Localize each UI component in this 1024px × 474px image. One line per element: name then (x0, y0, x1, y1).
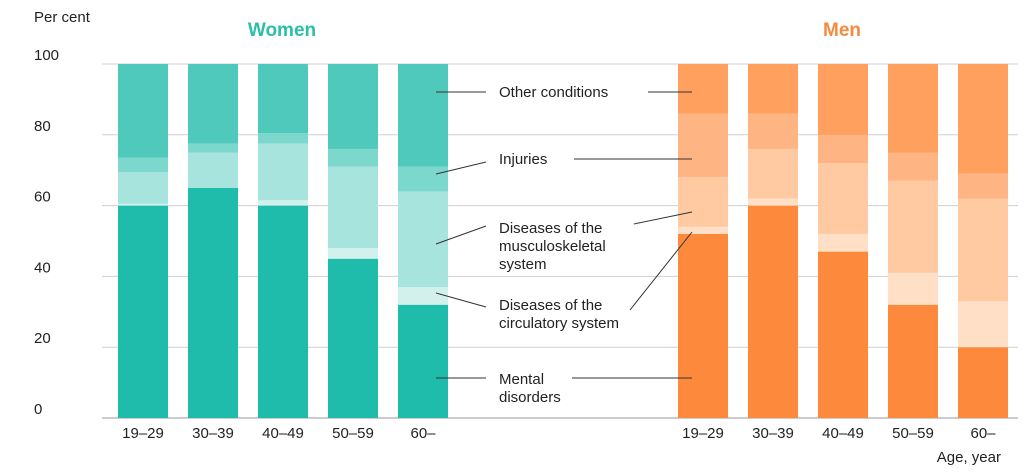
bar-segment (678, 226, 728, 234)
bar-segment (818, 64, 868, 135)
bar-segment (258, 200, 308, 206)
bar-segment (188, 64, 238, 144)
bar-segment (818, 251, 868, 418)
y-tick-labels: 0 20 40 60 80 100 (34, 47, 59, 418)
x-tick-label: 50–59 (332, 425, 374, 442)
x-tick-label: 50–59 (892, 425, 934, 442)
y-tick-label: 80 (34, 118, 51, 135)
leader-line (435, 161, 487, 175)
x-tick-label: 30–39 (752, 425, 794, 442)
x-axis-label: Age, year (937, 449, 1001, 466)
annotation-line: system (499, 256, 547, 273)
panel-title-men: Men (823, 20, 861, 41)
bar-segment (958, 64, 1008, 174)
bar-segment (118, 171, 168, 204)
bar-segment (748, 64, 798, 114)
annotation-line: circulatory system (499, 315, 619, 332)
y-tick-label: 60 (34, 189, 51, 206)
leader-line (633, 211, 693, 225)
bar-segment (258, 64, 308, 134)
bar-segment (258, 205, 308, 418)
bar-segment (118, 203, 168, 206)
bar-segment (748, 198, 798, 206)
bar-segment (678, 177, 728, 227)
annotation-label: Diseases of the musculoskeletal system (499, 220, 606, 273)
leader-line (435, 225, 487, 245)
x-tick-label: 19–29 (682, 425, 724, 442)
bar-segment (888, 180, 938, 273)
bar-segment (678, 64, 728, 114)
bar-segment (818, 163, 868, 234)
annotation-label: Diseases of the circulatory system (499, 297, 619, 332)
annotation-line: Other conditions (499, 84, 608, 101)
bar-segment (398, 191, 448, 288)
leader-line (629, 231, 693, 311)
bar-segment (328, 64, 378, 149)
x-tick-label: 60– (970, 425, 996, 442)
leader-line (435, 292, 487, 308)
x-tick-label: 19–29 (122, 425, 164, 442)
bar-segment (888, 152, 938, 181)
bar-segment (188, 152, 238, 188)
bar-segment (748, 205, 798, 418)
bar-segment (678, 113, 728, 178)
bar-segment (328, 166, 378, 249)
bar-segment (818, 233, 868, 252)
bar-segment (398, 64, 448, 167)
annotation-line: disorders (499, 389, 561, 406)
bar-segment (118, 157, 168, 172)
x-tick-label: 40–49 (262, 425, 304, 442)
annotation-line: Diseases of the (499, 297, 602, 314)
bar-segment (958, 173, 1008, 199)
y-tick-label: 100 (34, 47, 59, 64)
panel-title-women: Women (248, 20, 316, 41)
bar-segment (888, 64, 938, 153)
annotation-line: Injuries (499, 151, 547, 168)
bar-segment (748, 113, 798, 149)
y-tick-label: 20 (34, 330, 51, 347)
bars (118, 64, 1008, 418)
bar-segment (118, 64, 168, 158)
y-tick-label: 40 (34, 259, 51, 276)
annotation-line: musculoskeletal (499, 238, 606, 255)
bar-segment (398, 304, 448, 418)
annotation-line: Diseases of the (499, 220, 602, 237)
bar-segment (888, 304, 938, 418)
y-axis-label: Per cent (34, 9, 91, 26)
bar-segment (888, 272, 938, 305)
x-tick-label: 40–49 (822, 425, 864, 442)
bar-segment (958, 301, 1008, 348)
bar-segment (258, 133, 308, 144)
bar-segment (398, 287, 448, 305)
bar-segment (958, 198, 1008, 302)
x-tick-label: 30–39 (192, 425, 234, 442)
bar-segment (328, 248, 378, 259)
bar-segment (258, 143, 308, 201)
bar-segment (398, 166, 448, 192)
bar-segment (188, 143, 238, 153)
x-tick-label: 60– (410, 425, 436, 442)
y-tick-label: 0 (34, 401, 42, 418)
annotation-label: Mental disorders (499, 371, 561, 406)
annotation-label: Injuries (499, 151, 547, 168)
annotation-line: Mental (499, 371, 544, 388)
bar-segment (818, 134, 868, 164)
bar-segment (188, 187, 238, 418)
bar-segment (328, 258, 378, 418)
bar-segment (748, 148, 798, 199)
bar-segment (958, 347, 1008, 418)
bar-segment (118, 205, 168, 418)
x-tick-labels: 19–29 30–39 40–49 50–59 60– 19–29 30–39 40–49 50… (122, 425, 996, 442)
bar-segment (678, 233, 728, 418)
annotation-label: Other conditions (499, 84, 608, 101)
bar-segment (328, 148, 378, 167)
